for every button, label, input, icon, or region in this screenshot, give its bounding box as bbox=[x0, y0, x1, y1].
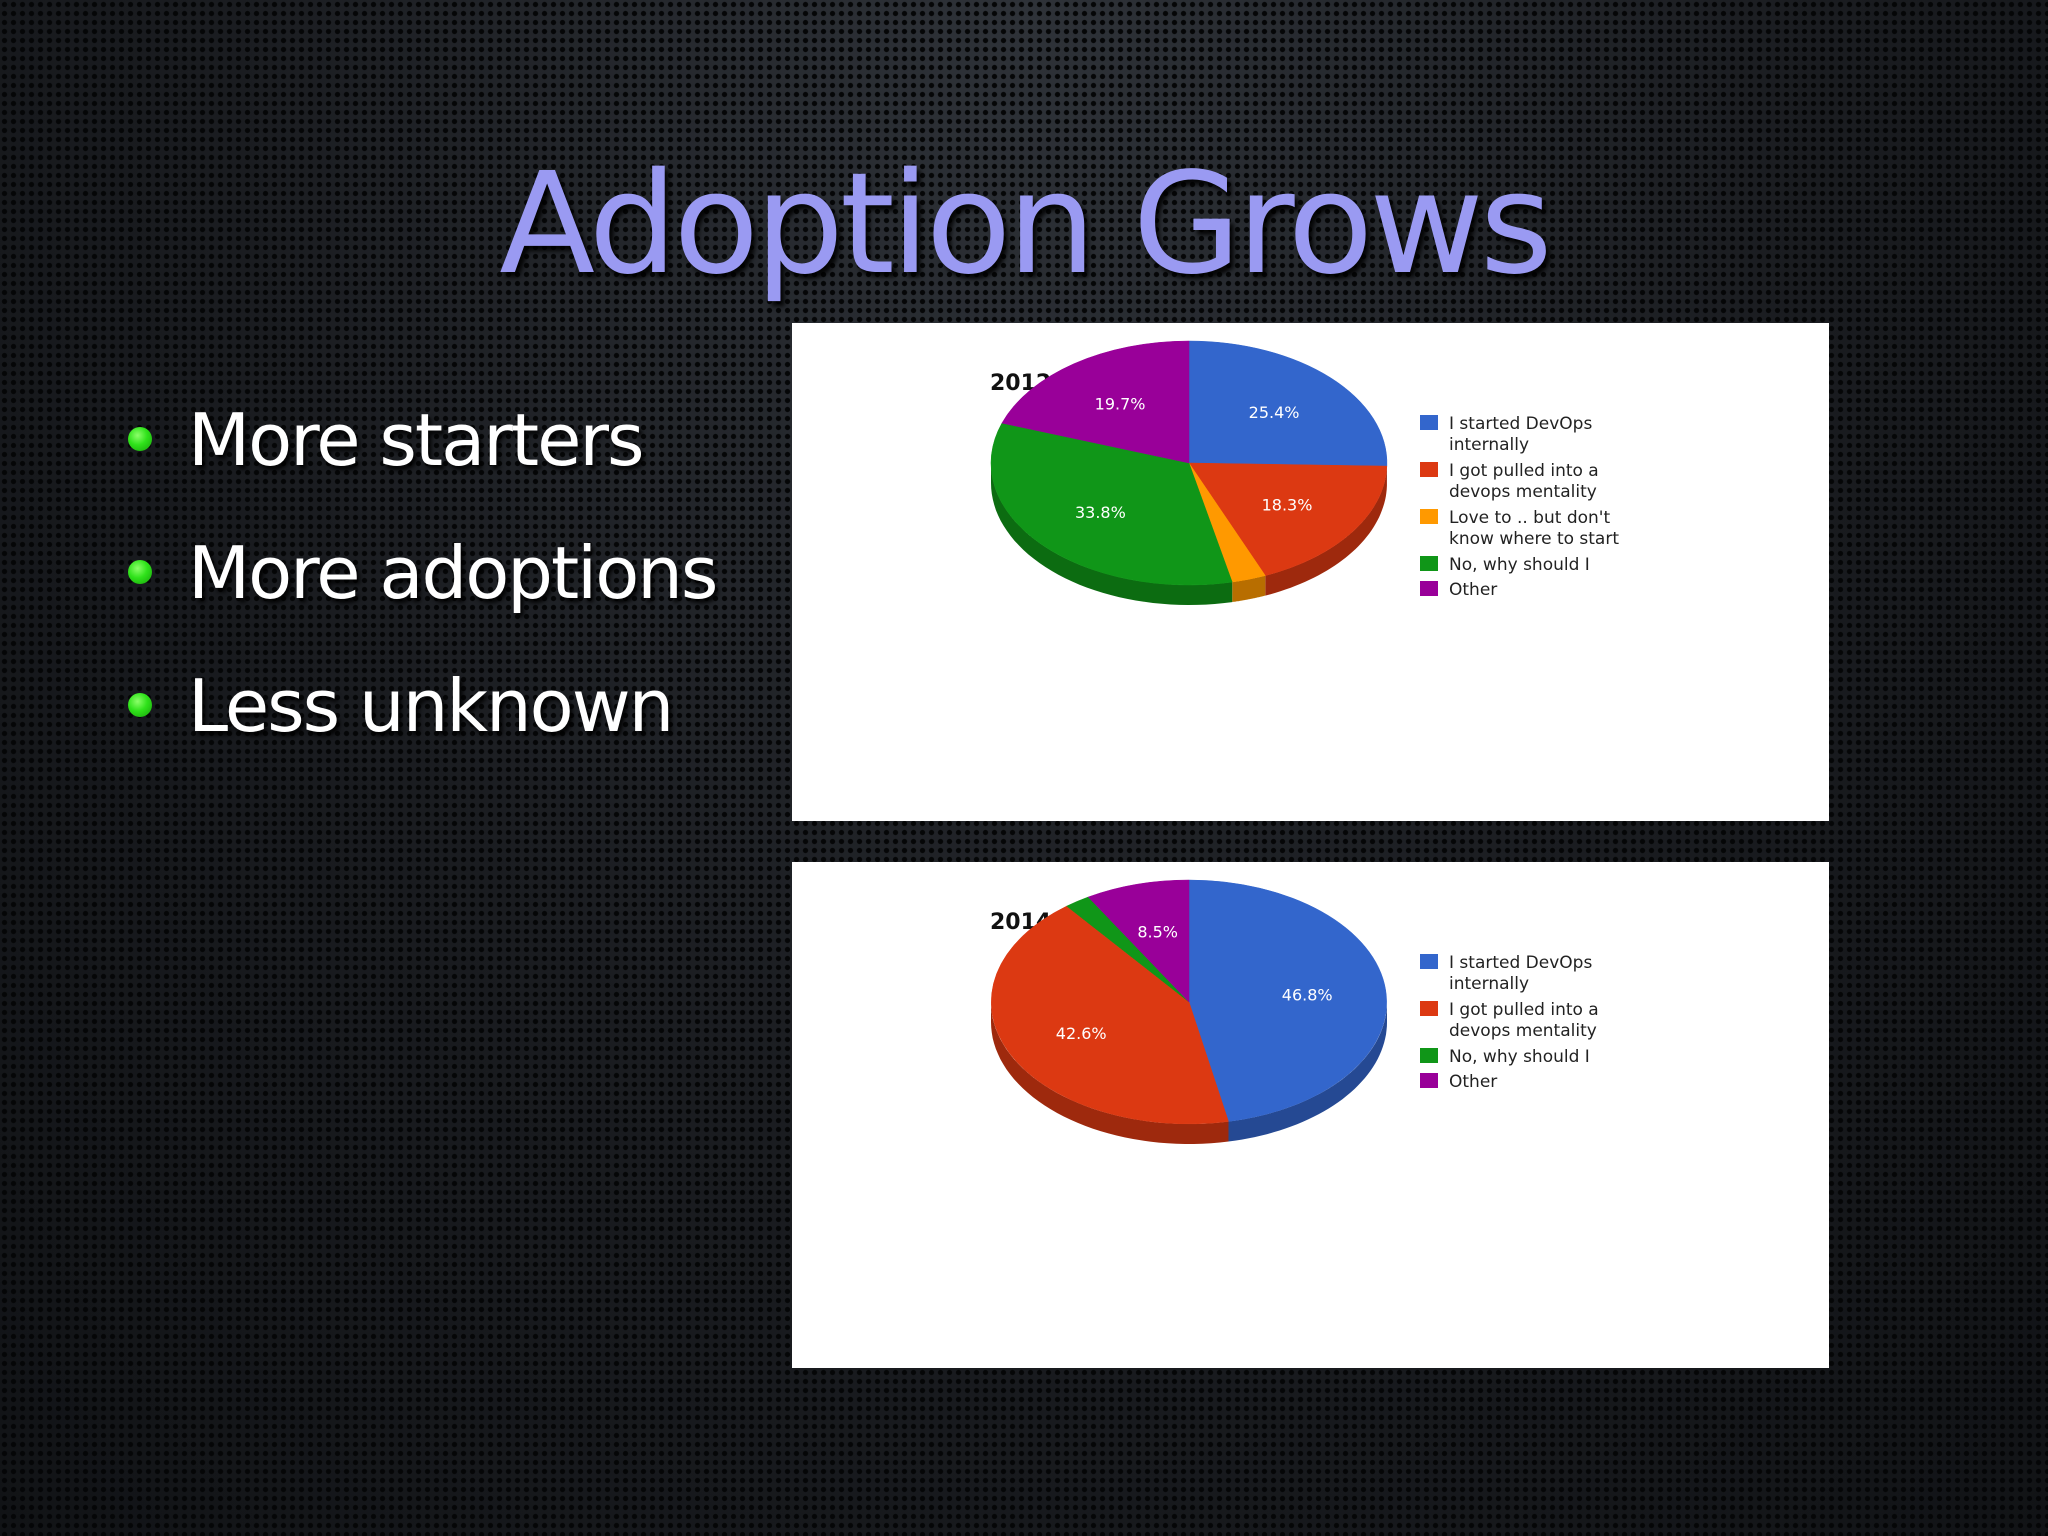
legend-label: No, why should I bbox=[1449, 555, 1590, 575]
bullet-dot-icon bbox=[128, 560, 152, 584]
legend-item: No, why should I bbox=[1420, 555, 1590, 575]
legend-swatch bbox=[1420, 1073, 1438, 1088]
legend-label: I got pulled into a bbox=[1449, 461, 1599, 481]
legend-label: internally bbox=[1449, 974, 1529, 994]
bullet-text: More adoptions bbox=[188, 531, 718, 615]
pie-side-wall bbox=[991, 463, 1233, 605]
legend-label: Other bbox=[1449, 580, 1497, 600]
pie-slice-other bbox=[1087, 879, 1190, 1003]
bullet-list: More starters More adoptions Less unknow… bbox=[125, 395, 718, 794]
legend-label: know where to start bbox=[1449, 529, 1619, 549]
pie-side-wall bbox=[1265, 466, 1387, 596]
legend-label: Love to .. but don't bbox=[1449, 508, 1610, 528]
bullet-text: More starters bbox=[188, 398, 644, 482]
legend-label: devops mentality bbox=[1449, 482, 1597, 502]
legend-label: No, why should I bbox=[1449, 1047, 1590, 1067]
legend-swatch bbox=[1420, 509, 1438, 524]
legend-item: Other bbox=[1420, 580, 1497, 600]
legend-swatch bbox=[1420, 1001, 1438, 1016]
legend-label: internally bbox=[1449, 435, 1529, 455]
pie-chart-2014: 2014 Practice DevOps? 46.8%42.6%8.5%I st… bbox=[990, 879, 1599, 1144]
legend-item: No, why should I bbox=[1420, 1047, 1590, 1067]
legend-swatch bbox=[1420, 581, 1438, 596]
legend-swatch bbox=[1420, 1048, 1438, 1063]
legend-item: Other bbox=[1420, 1072, 1497, 1092]
pie-slice-i-got-pulled-into-a-devops-mentality bbox=[1188, 462, 1388, 576]
slice-value-label: 19.7% bbox=[1095, 394, 1146, 413]
bullet-item: More starters bbox=[125, 395, 716, 528]
legend-label: I started DevOps bbox=[1449, 953, 1592, 973]
bullet-item: Less unknown bbox=[125, 661, 716, 794]
slice-value-label: 25.4% bbox=[1249, 403, 1300, 422]
pie-side-wall bbox=[991, 1002, 1229, 1144]
bullet-item: More adoptions bbox=[125, 528, 718, 661]
chart-panel-2012: 2012 Practice DevOps? 25.4%18.3%33.8%19.… bbox=[792, 323, 1829, 821]
legend-label: Other bbox=[1449, 1072, 1497, 1092]
slice-value-label: 18.3% bbox=[1262, 495, 1313, 514]
pie-slice-i-started-devops-internally bbox=[1188, 340, 1388, 467]
chart-panel-2014: 2014 Practice DevOps? 46.8%42.6%8.5%I st… bbox=[792, 862, 1829, 1368]
legend-swatch bbox=[1420, 462, 1438, 477]
legend-swatch bbox=[1420, 415, 1438, 430]
bullet-dot-icon bbox=[128, 427, 152, 451]
slide-title: Adoption Grows bbox=[499, 143, 1552, 306]
legend-swatch bbox=[1420, 556, 1438, 571]
slice-value-label: 33.8% bbox=[1075, 503, 1126, 522]
legend-label: devops mentality bbox=[1449, 1021, 1597, 1041]
pie-slice-i-got-pulled-into-a-devops-mentality bbox=[991, 905, 1229, 1125]
legend-label: I started DevOps bbox=[1449, 414, 1592, 434]
slice-value-label: 42.6% bbox=[1056, 1024, 1107, 1043]
slice-value-label: 8.5% bbox=[1137, 922, 1178, 941]
pie-slice-no-why-should-i bbox=[990, 422, 1233, 586]
pie-slice-i-started-devops-internally bbox=[1188, 879, 1387, 1122]
legend-swatch bbox=[1420, 954, 1438, 969]
pie-side-wall bbox=[1228, 1002, 1387, 1142]
slice-value-label: 46.8% bbox=[1282, 986, 1333, 1005]
legend-label: I got pulled into a bbox=[1449, 1000, 1599, 1020]
bullet-text: Less unknown bbox=[188, 664, 674, 748]
pie-chart-2012: 2012 Practice DevOps? 25.4%18.3%33.8%19.… bbox=[990, 340, 1619, 605]
bullet-dot-icon bbox=[128, 693, 152, 717]
pie-slice-other bbox=[1001, 340, 1190, 464]
pie-side-wall bbox=[1232, 575, 1266, 603]
